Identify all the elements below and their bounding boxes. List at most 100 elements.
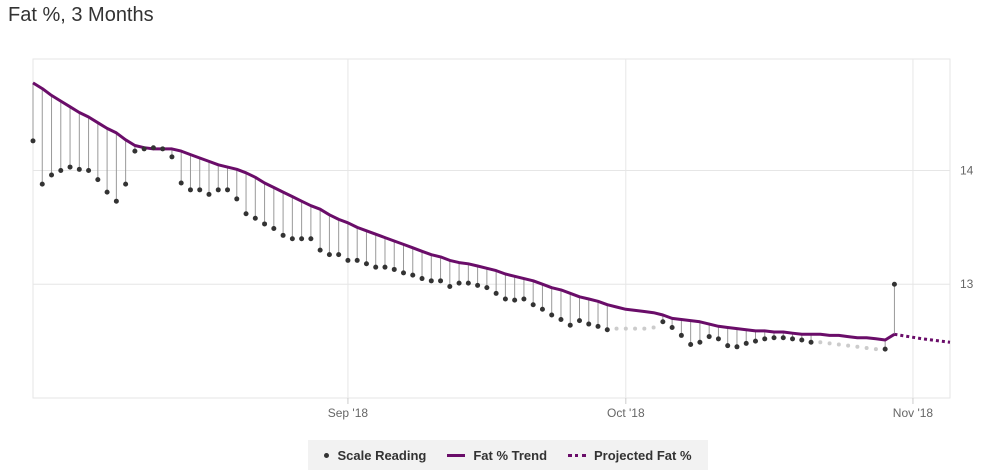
scale-point xyxy=(697,339,703,345)
scale-point xyxy=(465,280,471,286)
scale-point xyxy=(502,296,508,302)
scale-point xyxy=(558,317,564,323)
scale-point xyxy=(169,154,175,160)
scale-point xyxy=(234,196,240,202)
scale-point xyxy=(326,252,332,258)
scale-point xyxy=(438,278,444,284)
scale-point xyxy=(725,343,731,349)
scale-point xyxy=(808,339,814,345)
scale-point xyxy=(206,191,212,197)
scale-point xyxy=(752,338,758,344)
scale-point xyxy=(299,236,305,242)
scale-point xyxy=(530,302,536,308)
legend-trend-label: Fat % Trend xyxy=(473,447,548,463)
scale-point xyxy=(669,324,675,330)
legend-projected-label: Projected Fat % xyxy=(593,447,692,463)
scale-point xyxy=(493,290,499,296)
scale-point xyxy=(521,296,527,302)
scale-point xyxy=(586,321,592,327)
legend-scale-label: Scale Reading xyxy=(337,447,427,463)
stems-layer xyxy=(32,82,895,350)
points-layer xyxy=(30,138,897,352)
scale-point xyxy=(743,340,749,346)
faint-point xyxy=(836,342,841,347)
legend-item-trend[interactable]: Fat % Trend xyxy=(447,448,547,463)
grid-layer xyxy=(32,58,951,404)
scale-point xyxy=(187,187,193,193)
scale-point xyxy=(150,145,156,151)
scale-point xyxy=(678,332,684,338)
faint-point xyxy=(855,344,860,349)
scale-point xyxy=(225,187,231,193)
scale-point xyxy=(539,306,545,312)
faint-point xyxy=(827,341,832,346)
scale-point xyxy=(549,312,555,318)
scale-point xyxy=(363,261,369,267)
scale-point xyxy=(58,167,64,173)
scale-point xyxy=(197,187,203,193)
scale-point xyxy=(428,278,434,284)
scale-marker-icon xyxy=(324,452,330,458)
faint-point xyxy=(614,326,619,331)
scale-point xyxy=(447,284,453,290)
scale-point xyxy=(401,270,407,276)
trend-layer xyxy=(32,81,951,344)
faint-point xyxy=(818,340,823,345)
scale-point xyxy=(410,272,416,278)
scale-point xyxy=(799,337,805,343)
scale-point xyxy=(419,276,425,282)
scale-point xyxy=(49,172,55,178)
chart-legend: Scale Reading Fat % Trend Projected Fat … xyxy=(308,440,708,470)
scale-point xyxy=(30,138,36,144)
scale-point xyxy=(95,177,101,183)
scale-point xyxy=(271,226,277,231)
scale-point xyxy=(132,148,138,154)
y-tick-label: 14 xyxy=(960,163,974,177)
scale-point xyxy=(780,335,786,341)
scale-point xyxy=(771,335,777,341)
scale-point xyxy=(215,187,221,193)
scale-point xyxy=(660,319,666,325)
scale-point xyxy=(178,180,184,186)
scale-point xyxy=(475,282,481,288)
scale-point xyxy=(512,297,518,303)
faint-point xyxy=(864,345,869,350)
faint-point xyxy=(873,347,878,352)
scale-point xyxy=(762,336,768,342)
scale-point xyxy=(790,336,796,342)
faint-point xyxy=(623,326,628,331)
scale-point xyxy=(891,281,897,287)
scale-point xyxy=(354,257,360,263)
scale-point xyxy=(67,164,73,170)
scale-point xyxy=(104,189,110,195)
projected-line xyxy=(894,332,951,344)
scale-point xyxy=(604,327,610,333)
scale-point xyxy=(688,342,694,348)
page-title: Fat %, 3 Months xyxy=(8,4,154,26)
scale-point xyxy=(123,181,129,187)
scale-point xyxy=(706,334,712,340)
scale-point xyxy=(734,344,740,350)
tick-labels-layer: 13 14 Sep '18 Oct '18 Nov '18 xyxy=(328,163,974,420)
legend-item-scale[interactable]: Scale Reading xyxy=(324,448,426,463)
scale-point xyxy=(715,336,721,342)
scale-point xyxy=(567,322,573,328)
scale-point xyxy=(76,166,82,172)
faint-point xyxy=(651,325,656,330)
scale-point xyxy=(345,257,351,263)
scale-point xyxy=(39,181,45,187)
projected-line-icon xyxy=(567,453,586,457)
scale-point xyxy=(456,280,462,286)
scale-point xyxy=(280,232,286,238)
scale-point xyxy=(141,146,147,152)
faint-point xyxy=(633,326,638,331)
x-tick-label: Sep '18 xyxy=(328,406,369,420)
scale-point xyxy=(373,264,379,270)
legend-item-projected[interactable]: Projected Fat % xyxy=(567,447,692,463)
scale-point xyxy=(336,252,342,258)
scale-point xyxy=(576,318,582,324)
scale-point xyxy=(243,211,249,217)
scale-point xyxy=(382,264,388,270)
scale-point xyxy=(113,198,119,204)
plot-frame xyxy=(32,58,951,399)
